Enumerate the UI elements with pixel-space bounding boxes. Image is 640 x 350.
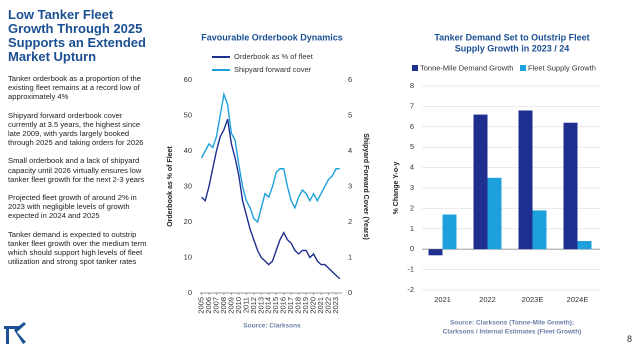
legend-label: Orderbook as % of fleet — [234, 52, 314, 61]
y2-tick-label: 1 — [348, 252, 352, 261]
y-tick-label: 50 — [184, 110, 192, 119]
x-tick-label: 2017 — [286, 297, 295, 314]
x-tick-label: 2018 — [294, 297, 303, 314]
x-tick-label: 2021 — [434, 295, 451, 304]
bullet: Tanker demand is expected to outstrip ta… — [8, 229, 147, 267]
bar — [532, 210, 547, 250]
y2-tick-label: 3 — [348, 181, 352, 190]
source-note: Source: Clarksons (Tonne-Mile Growth); — [450, 320, 574, 327]
y-tick-label: 20 — [184, 217, 192, 226]
y2-tick-label: 2 — [348, 217, 352, 226]
y2-tick-label: 0 — [348, 288, 352, 297]
bar — [428, 249, 443, 256]
y2-tick-label: 5 — [348, 110, 352, 119]
bar — [487, 177, 502, 250]
y-tick-label: 0 — [188, 288, 192, 297]
y-tick-label: 7 — [410, 101, 414, 110]
y-tick-label: -2 — [407, 285, 414, 294]
legend-label: Fleet Supply Growth — [528, 63, 596, 72]
x-tick-label: 2007 — [211, 297, 220, 314]
x-tick-label: 2013 — [256, 297, 265, 314]
y-axis-title: Orderbook as % of Fleet — [167, 146, 174, 227]
y-tick-label: 5 — [410, 142, 414, 151]
slide-title: Low Tanker Fleet Growth Through 2025 Sup… — [8, 7, 146, 64]
y-tick-label: 60 — [184, 75, 192, 84]
y-tick-label: 40 — [184, 146, 192, 155]
x-tick-label: 2011 — [241, 297, 250, 313]
x-tick-label: 2015 — [271, 297, 280, 314]
y2-tick-label: 4 — [348, 146, 352, 155]
bullet: Small orderbook and a lack of shipyard c… — [8, 156, 145, 184]
y-tick-label: 4 — [410, 163, 414, 172]
x-tick-label: 2014 — [264, 297, 273, 314]
y2-tick-label: 6 — [348, 75, 352, 84]
y-tick-label: -1 — [407, 265, 414, 274]
line-series — [201, 118, 341, 280]
source-note: Clarksons / Internal Estimates (Fleet Gr… — [443, 329, 582, 336]
x-tick-label: 2024E — [567, 295, 589, 304]
x-tick-label: 2010 — [234, 297, 243, 314]
bar — [577, 241, 592, 250]
bullet: Tanker orderbook as a proportion of the … — [8, 74, 141, 102]
bullet: Shipyard forward orderbook cover current… — [8, 110, 144, 148]
x-tick-label: 2008 — [219, 297, 228, 314]
chart-title: Favourable Orderbook Dynamics — [201, 32, 343, 42]
y-tick-label: 1 — [410, 224, 414, 233]
logo — [4, 322, 26, 344]
y-tick-label: 10 — [184, 252, 192, 261]
x-tick-label: 2023E — [522, 295, 544, 304]
bar — [563, 122, 578, 250]
left-panel: Low Tanker Fleet Growth Through 2025 Sup… — [8, 8, 160, 275]
legend-label: Shipyard forward cover — [234, 65, 312, 74]
x-tick-label: 2016 — [279, 297, 288, 314]
x-tick-label: 2021 — [316, 297, 325, 314]
y2-axis-title: Shipyard Forward Cover (Years) — [362, 133, 369, 240]
x-tick-label: 2023 — [331, 297, 340, 314]
bar — [473, 114, 488, 250]
y-tick-label: 3 — [410, 183, 414, 192]
chart-title: Tanker Demand Set to Outstrip Fleet — [434, 32, 589, 42]
y-tick-label: 30 — [184, 181, 192, 190]
x-tick-label: 2022 — [324, 297, 333, 314]
page-number: 8 — [626, 334, 632, 344]
chart-title: Supply Growth in 2023 / 24 — [455, 43, 570, 53]
y-axis-title: % Change Y-o-y — [393, 162, 400, 215]
x-tick-label: 2005 — [196, 297, 205, 314]
source-note: Source: Clarksons — [243, 323, 301, 330]
y-tick-label: 8 — [410, 81, 414, 90]
y-tick-label: 6 — [410, 122, 414, 131]
x-tick-label: 2020 — [309, 297, 318, 314]
x-tick-label: 2006 — [204, 297, 213, 314]
y-tick-label: 0 — [410, 244, 414, 253]
y-tick-label: 2 — [410, 203, 414, 212]
bar — [518, 110, 533, 250]
x-tick-label: 2019 — [301, 297, 310, 314]
legend-label: Tonne-Mile Demand Growth — [420, 63, 513, 72]
x-tick-label: 2022 — [479, 295, 496, 304]
x-tick-label: 2009 — [226, 297, 235, 314]
x-tick-label: 2012 — [249, 297, 258, 314]
legend-swatch — [412, 65, 418, 71]
line-series — [200, 91, 340, 224]
bullet: Projected fleet growth of around 2% in 2… — [8, 193, 137, 221]
legend-swatch — [520, 65, 526, 71]
bar — [442, 214, 457, 250]
